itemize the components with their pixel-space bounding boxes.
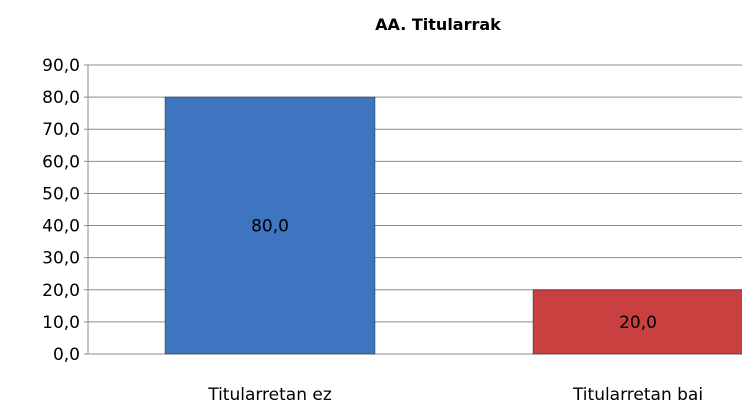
y-tick-label: 0,0 xyxy=(53,345,80,365)
data-label: 80,0 xyxy=(251,217,289,237)
y-tick-label: 40,0 xyxy=(42,217,80,237)
y-tick-label: 90,0 xyxy=(42,56,80,76)
y-tick-label: 20,0 xyxy=(42,281,80,301)
bar xyxy=(164,96,376,355)
y-tick-label: 50,0 xyxy=(42,184,80,204)
data-label: 20,0 xyxy=(619,313,657,333)
x-tick-label: Titularretan bai xyxy=(572,385,703,401)
chart-title: AA. Titularrak xyxy=(375,15,501,34)
y-tick-label: 10,0 xyxy=(42,313,80,333)
bar xyxy=(532,289,742,355)
y-tick-label: 60,0 xyxy=(42,152,80,172)
y-tick-label: 80,0 xyxy=(42,88,80,108)
y-tick-label: 70,0 xyxy=(42,120,80,140)
y-tick-label: 30,0 xyxy=(42,249,80,269)
x-tick-label: Titularretan ez xyxy=(207,385,332,401)
